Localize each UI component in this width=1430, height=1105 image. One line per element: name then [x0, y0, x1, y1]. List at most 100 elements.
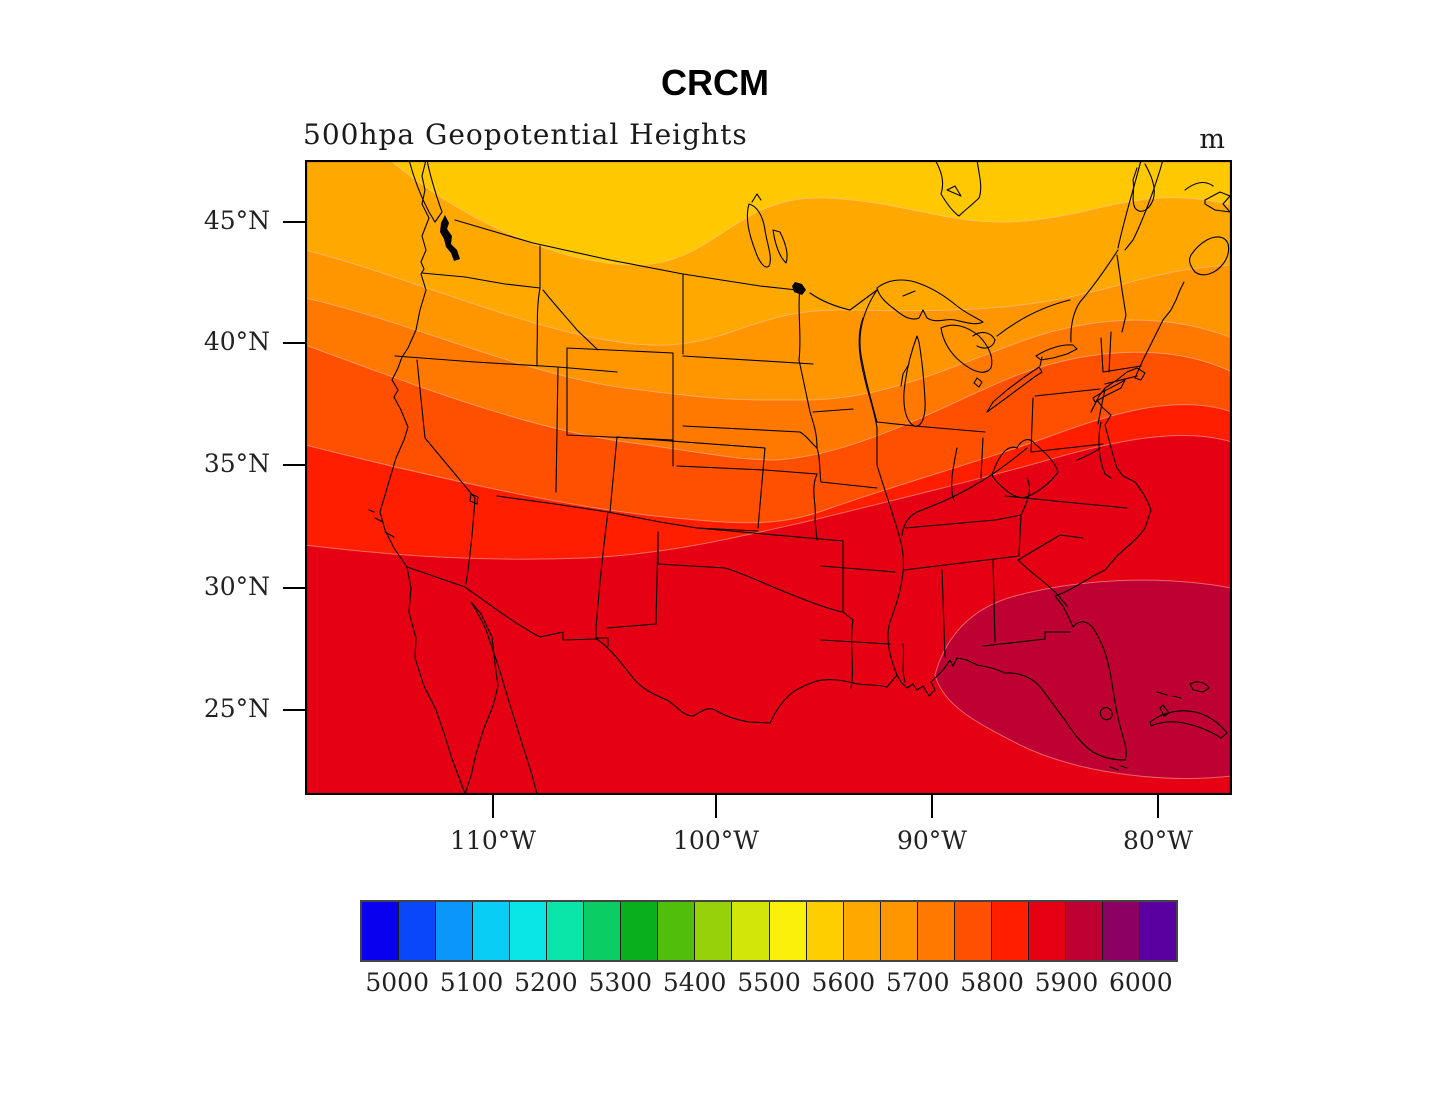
- coastline-border-path: [996, 299, 1071, 337]
- x-axis-label: 110°W: [450, 826, 536, 855]
- colorbar-tick-label: 5400: [662, 968, 727, 997]
- colorbar-cell: [917, 902, 955, 960]
- colorbar-tick-label: 6000: [1109, 968, 1173, 997]
- coastline-border-path: [1149, 681, 1228, 739]
- coastline-border-path: [1076, 421, 1112, 479]
- coastline-border-path: [616, 436, 766, 529]
- coastline-border-path: [394, 355, 559, 368]
- coastline-border-path: [682, 425, 818, 449]
- coastline-border-path: [379, 160, 466, 795]
- colorbar-cell: [991, 902, 1029, 960]
- coastline-border-path: [876, 421, 986, 433]
- colorbar: [360, 900, 1178, 962]
- units-label: m: [1199, 124, 1225, 155]
- colorbar-tick-label: 5800: [960, 968, 1024, 997]
- coastline-border-path: [940, 324, 996, 373]
- coastline-border-path: [454, 219, 798, 291]
- colorbar-tick-label: 5700: [885, 968, 950, 997]
- contour-band: [934, 579, 1232, 779]
- colorbar-cell: [362, 902, 400, 960]
- coastline-border-path: [555, 366, 559, 493]
- colorbar-cell: [399, 902, 437, 960]
- coastline-border-path: [973, 377, 983, 388]
- plot-subtitle: 500hpa Geopotential Heights: [303, 118, 748, 151]
- colorbar-cell: [436, 902, 474, 960]
- coastline-border-path: [1030, 254, 1142, 453]
- coastline-border-path: [1189, 236, 1230, 276]
- colorbar-tick-label: 5200: [514, 968, 578, 997]
- colorbar-cell: [880, 902, 918, 960]
- water-feature: [792, 282, 806, 295]
- colorbar-tick-label: 5600: [811, 968, 876, 997]
- coastline-border-path: [464, 601, 538, 795]
- coastline-border-path: [876, 279, 984, 325]
- coastline-border-path: [769, 678, 888, 724]
- coastline-border-path: [798, 287, 818, 449]
- colorbar-tick-label: 5300: [588, 968, 653, 997]
- coastline-border-path: [1092, 379, 1126, 403]
- coastline-border-path: [1109, 765, 1128, 771]
- coastline-border-path: [980, 437, 984, 479]
- coastline-border-path: [956, 399, 1152, 761]
- y-axis-tick: [283, 342, 305, 344]
- coastline-border-path: [982, 631, 1071, 647]
- coastline-border-path: [1004, 495, 1128, 509]
- x-axis-tick: [931, 795, 933, 818]
- coastline-border-path: [886, 657, 958, 697]
- colorbar-cell: [769, 902, 807, 960]
- x-axis-label: 80°W: [1122, 826, 1193, 855]
- coastline-border-path: [566, 347, 814, 365]
- colorbar-cell: [584, 902, 622, 960]
- colorbar-cell: [510, 902, 548, 960]
- y-axis-label: 25°N: [203, 694, 270, 723]
- coastline-border-path: [536, 245, 541, 367]
- coastline-border-path: [820, 565, 896, 689]
- coastline-border-path: [934, 160, 982, 217]
- coastline-border-path: [746, 193, 788, 268]
- coastline-border-path: [557, 366, 618, 513]
- coastline-border-path: [416, 359, 476, 585]
- y-axis-label: 30°N: [203, 572, 270, 601]
- coastline-border-path: [1070, 160, 1164, 343]
- coastline-border-path: [368, 509, 395, 538]
- coastline-border-path: [421, 272, 541, 289]
- colorbar-cell: [1065, 902, 1103, 960]
- map-panel: [305, 160, 1232, 795]
- coastline-border-path: [859, 289, 878, 423]
- coastline-border-path: [676, 465, 818, 541]
- water-feature: [440, 215, 460, 261]
- coastline-border-path: [406, 566, 771, 724]
- coastline-border-path: [595, 511, 609, 647]
- colorbar-cell: [806, 902, 844, 960]
- coastline-border-path: [1017, 534, 1084, 607]
- y-axis-tick: [283, 587, 305, 589]
- x-axis-tick: [715, 795, 717, 818]
- colorbar-tick-label: 5100: [439, 968, 504, 997]
- coastline-border-path: [408, 160, 443, 223]
- colorbar-cell: [732, 902, 770, 960]
- colorbar-tick-label: 5000: [365, 968, 429, 997]
- coastline-border-path: [902, 643, 906, 683]
- coastline-border-path: [900, 335, 926, 427]
- coastline-border-path: [1132, 163, 1155, 212]
- coastline-border-path: [903, 514, 1022, 571]
- coastline-border-path: [901, 447, 1028, 537]
- y-axis-label: 35°N: [203, 449, 270, 478]
- coastline-border-path: [812, 408, 878, 489]
- coastline-border-path: [986, 366, 1043, 413]
- coastline-border-path: [1099, 707, 1113, 721]
- x-axis-label: 100°W: [673, 826, 759, 855]
- coastline-border-path: [1184, 181, 1231, 213]
- colorbar-tick-label: 5500: [737, 968, 801, 997]
- colorbar-tick-label: 5900: [1034, 968, 1099, 997]
- colorbar-cell: [1102, 902, 1140, 960]
- colorbar-cell: [621, 902, 659, 960]
- x-axis-tick: [492, 795, 494, 818]
- colorbar-cell: [1139, 902, 1177, 960]
- coastline-border-path: [991, 439, 1059, 499]
- colorbar-cell: [843, 902, 881, 960]
- y-axis-label: 40°N: [203, 327, 270, 356]
- coastline-border-path: [809, 289, 878, 311]
- coastline-border-path: [542, 289, 599, 351]
